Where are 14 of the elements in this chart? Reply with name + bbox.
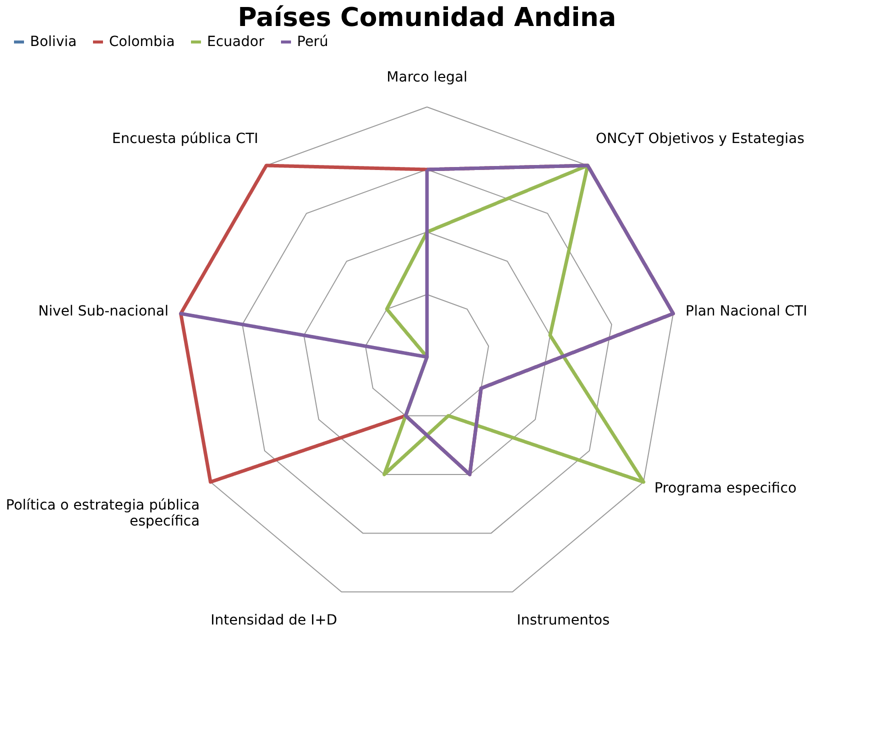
spoke-label: Nivel Sub-nacional bbox=[38, 303, 168, 320]
spoke-label: Encuesta pública CTI bbox=[112, 130, 258, 147]
chart-title: Países Comunidad Andina bbox=[238, 3, 616, 33]
spoke-label: Instrumentos bbox=[516, 612, 610, 629]
spoke-label: Política o estrategia pública específica bbox=[6, 497, 200, 530]
legend-label: Colombia bbox=[109, 34, 175, 50]
legend-label: Ecuador bbox=[207, 34, 264, 50]
spoke-label: Plan Nacional CTI bbox=[686, 303, 808, 320]
spoke-label: Intensidad de I+D bbox=[210, 612, 338, 629]
series-label: Bolivia bbox=[30, 34, 77, 50]
legend-label: Perú bbox=[297, 34, 328, 50]
spoke-label: Programa especifico bbox=[654, 480, 797, 496]
spoke-label: Marco legal bbox=[386, 70, 468, 86]
spoke-label: ONCyT Objetivos y Estategias bbox=[596, 130, 804, 147]
